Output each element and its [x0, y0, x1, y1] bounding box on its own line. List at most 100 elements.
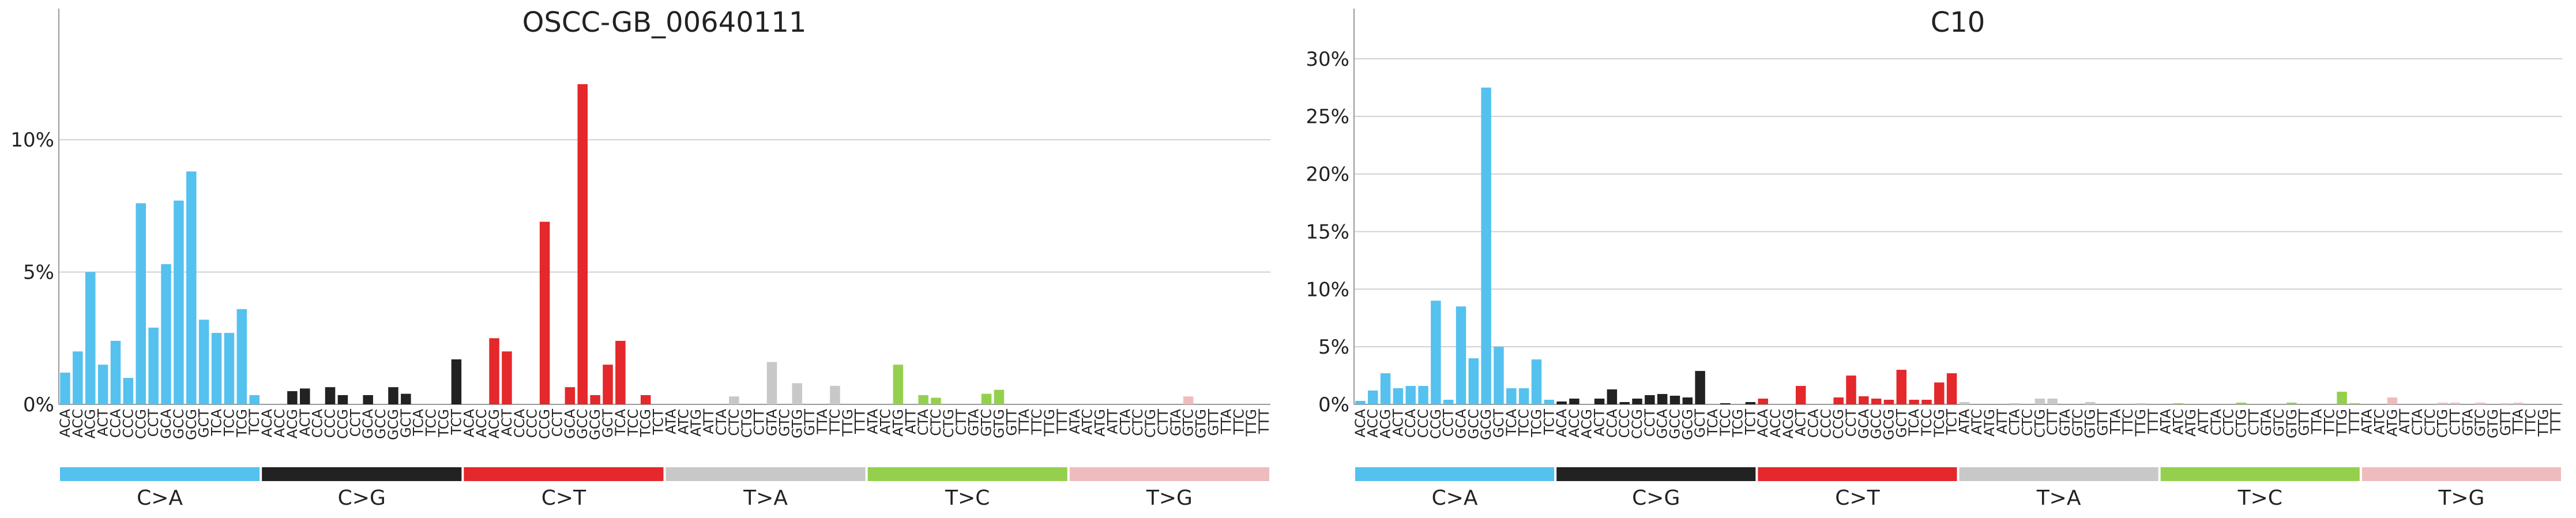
- context-label: GCG: [1679, 409, 1695, 440]
- bar-c-ctog-c: [325, 387, 336, 404]
- bar-c-ttoa-a: [2009, 403, 2020, 404]
- context-label: ACC: [272, 409, 288, 438]
- bar-g-ctog-t: [1695, 371, 1705, 404]
- context-label: CCT: [1843, 409, 1859, 437]
- bar-g-ctoa-g: [1481, 87, 1491, 404]
- bar-t-ctoa-c: [1518, 388, 1529, 404]
- context-label: ATG: [1092, 409, 1108, 437]
- context-label: CCA: [512, 408, 528, 438]
- context-label: CCG: [537, 409, 553, 439]
- context-label: ACG: [486, 409, 502, 438]
- context-label: GTT: [802, 409, 818, 436]
- bar-c-ctoa-c: [123, 378, 134, 404]
- context-label: CCC: [524, 409, 540, 438]
- bar-c-ttoc-c: [931, 397, 941, 404]
- context-label: ACT: [1390, 409, 1406, 437]
- context-label: TTT: [1256, 409, 1272, 434]
- context-label: GCG: [385, 409, 401, 440]
- context-label: ATC: [675, 409, 691, 435]
- context-label: CCT: [1642, 409, 1658, 437]
- context-label: CTG: [2032, 409, 2048, 438]
- bar-c-ctot-t: [1846, 376, 1856, 404]
- context-label: TCT: [1541, 409, 1557, 436]
- context-label: TTC: [1231, 409, 1247, 435]
- bar-a-ctoa-t: [1393, 388, 1404, 404]
- context-label: TTT: [2346, 409, 2363, 434]
- bar-a-ctog-c: [1569, 399, 1580, 404]
- context-label: CTT: [2447, 409, 2464, 436]
- strip-ttog: [2361, 467, 2561, 481]
- context-label: GTT: [2296, 409, 2312, 436]
- context-label: TCC: [1919, 409, 1935, 437]
- context-label: CCG: [334, 409, 351, 439]
- bar-t-ctog-c: [1720, 403, 1731, 404]
- context-label: ACA: [1554, 408, 1570, 437]
- panel-c10-signature: 0%5%10%15%20%25%30%C10ACAACCACGACTCCACCC…: [1306, 6, 2564, 510]
- strip-ttog: [1069, 467, 1269, 481]
- bar-c-ctoa-g: [1431, 301, 1441, 404]
- context-label: CTA: [2007, 408, 2023, 436]
- bar-t-ttoa-g: [2135, 403, 2146, 404]
- bar-t-ctoa-g: [236, 309, 247, 404]
- context-label: TCT: [246, 409, 262, 436]
- context-label: TCA: [1906, 408, 1922, 436]
- context-label: GTA: [2258, 408, 2274, 436]
- context-label: ACG: [1780, 409, 1796, 438]
- context-label: CTA: [713, 408, 729, 436]
- context-label: TTA: [2510, 408, 2526, 434]
- bar-t-ctoa-a: [1506, 388, 1517, 404]
- mutation-type-label: C>G: [1632, 486, 1680, 510]
- context-label: GTC: [2271, 409, 2287, 437]
- bar-t-ctot-g: [1934, 382, 1945, 404]
- context-label: GCG: [183, 409, 200, 440]
- context-label: TTA: [814, 408, 830, 434]
- context-label: CCG: [133, 409, 149, 439]
- context-label: GTG: [1193, 409, 1209, 438]
- context-label: ACG: [284, 409, 300, 438]
- context-label: GCT: [398, 409, 414, 438]
- context-label: ACA: [259, 408, 275, 437]
- context-label: ACG: [82, 409, 99, 438]
- context-label: ACA: [461, 408, 477, 437]
- bar-g-ttoc-g: [2287, 403, 2297, 404]
- bar-g-ctot-a: [565, 387, 576, 404]
- context-label: ACT: [499, 409, 515, 437]
- bar-t-ctot-t: [1946, 373, 1957, 404]
- bar-g-ctog-g: [388, 387, 398, 404]
- context-label: GTA: [2057, 408, 2073, 436]
- context-label: ATG: [1981, 409, 1998, 437]
- chart-title: OSCC-GB_00640111: [522, 6, 807, 39]
- context-label: CTG: [739, 409, 755, 438]
- context-label: CTG: [2233, 409, 2250, 438]
- context-label: ATT: [902, 409, 919, 434]
- mutation-type-label: T>C: [945, 486, 990, 510]
- context-label: TTG: [1041, 409, 1058, 437]
- bar-t-ctot-a: [1909, 400, 1919, 404]
- bar-g-ctot-a: [1859, 396, 1869, 404]
- context-label: TTA: [1016, 408, 1032, 434]
- mutation-type-label: C>A: [1432, 486, 1478, 510]
- context-label: CCG: [1428, 409, 1444, 439]
- context-label: GCT: [196, 409, 212, 438]
- strip-ctot: [464, 467, 664, 481]
- context-label: GCC: [574, 409, 591, 439]
- context-label: ATC: [2372, 409, 2388, 435]
- context-label: GTC: [1180, 409, 1197, 437]
- bar-g-ttoa-g: [2085, 402, 2096, 404]
- context-label: CTC: [2422, 409, 2438, 436]
- context-label: GTA: [764, 408, 780, 436]
- bar-g-ctoa-g: [186, 171, 197, 404]
- context-label: TTC: [827, 409, 843, 435]
- bar-g-ctot-t: [1896, 370, 1907, 404]
- bar-t-ctoa-c: [224, 333, 235, 404]
- y-tick-label: 5%: [23, 261, 54, 284]
- bar-a-ctot-t: [502, 351, 512, 404]
- context-label: GCT: [1692, 409, 1708, 438]
- bar-a-ttog-g: [2387, 397, 2398, 404]
- context-label: GTA: [1168, 408, 1184, 436]
- y-tick-label: 15%: [1306, 220, 1349, 243]
- context-label: TCC: [1516, 409, 1532, 437]
- bar-a-ctot-g: [489, 338, 499, 404]
- bar-t-ctot-g: [640, 395, 651, 404]
- context-label: ATC: [1969, 409, 1985, 435]
